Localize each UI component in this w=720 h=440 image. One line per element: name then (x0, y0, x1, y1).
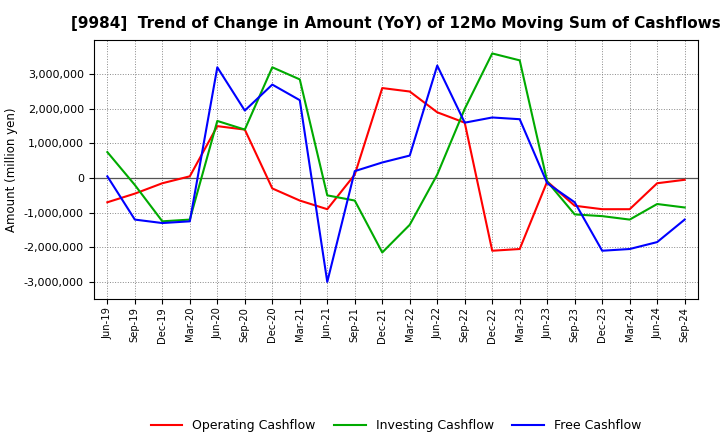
Free Cashflow (213, 65, 222, 70)
Investing Cashflow (378, 250, 387, 255)
Free Cashflow (460, 120, 469, 125)
Operating Cashflow (240, 127, 249, 132)
Free Cashflow (295, 98, 304, 103)
Free Cashflow (378, 160, 387, 165)
Line: Operating Cashflow: Operating Cashflow (107, 88, 685, 251)
Free Cashflow (130, 217, 139, 222)
Free Cashflow (433, 63, 441, 68)
Operating Cashflow (158, 180, 166, 186)
Investing Cashflow (103, 150, 112, 155)
Investing Cashflow (405, 222, 414, 227)
Investing Cashflow (516, 58, 524, 63)
Line: Free Cashflow: Free Cashflow (107, 66, 685, 282)
Free Cashflow (351, 169, 359, 174)
Operating Cashflow (295, 198, 304, 203)
Free Cashflow (680, 217, 689, 222)
Operating Cashflow (351, 172, 359, 177)
Free Cashflow (268, 82, 276, 87)
Y-axis label: Amount (million yen): Amount (million yen) (5, 107, 18, 231)
Operating Cashflow (186, 174, 194, 179)
Free Cashflow (405, 153, 414, 158)
Free Cashflow (543, 180, 552, 186)
Operating Cashflow (405, 89, 414, 94)
Investing Cashflow (323, 193, 332, 198)
Operating Cashflow (488, 248, 497, 253)
Investing Cashflow (295, 77, 304, 82)
Operating Cashflow (516, 246, 524, 252)
Free Cashflow (158, 220, 166, 226)
Operating Cashflow (598, 206, 606, 212)
Operating Cashflow (570, 203, 579, 209)
Investing Cashflow (433, 172, 441, 177)
Operating Cashflow (680, 177, 689, 183)
Legend: Operating Cashflow, Investing Cashflow, Free Cashflow: Operating Cashflow, Investing Cashflow, … (146, 414, 646, 437)
Investing Cashflow (570, 212, 579, 217)
Free Cashflow (103, 174, 112, 179)
Operating Cashflow (323, 206, 332, 212)
Operating Cashflow (268, 186, 276, 191)
Operating Cashflow (103, 200, 112, 205)
Operating Cashflow (433, 110, 441, 115)
Investing Cashflow (213, 118, 222, 124)
Investing Cashflow (543, 179, 552, 184)
Investing Cashflow (268, 65, 276, 70)
Investing Cashflow (488, 51, 497, 56)
Operating Cashflow (653, 180, 662, 186)
Investing Cashflow (680, 205, 689, 210)
Free Cashflow (516, 117, 524, 122)
Investing Cashflow (158, 219, 166, 224)
Title: [9984]  Trend of Change in Amount (YoY) of 12Mo Moving Sum of Cashflows: [9984] Trend of Change in Amount (YoY) o… (71, 16, 720, 32)
Operating Cashflow (543, 179, 552, 184)
Line: Investing Cashflow: Investing Cashflow (107, 53, 685, 253)
Investing Cashflow (130, 182, 139, 187)
Investing Cashflow (598, 213, 606, 219)
Investing Cashflow (626, 217, 634, 222)
Operating Cashflow (213, 124, 222, 129)
Free Cashflow (186, 219, 194, 224)
Free Cashflow (323, 279, 332, 285)
Investing Cashflow (186, 217, 194, 222)
Free Cashflow (570, 200, 579, 205)
Operating Cashflow (460, 120, 469, 125)
Free Cashflow (653, 239, 662, 245)
Free Cashflow (598, 248, 606, 253)
Investing Cashflow (240, 127, 249, 132)
Operating Cashflow (626, 206, 634, 212)
Operating Cashflow (130, 191, 139, 196)
Investing Cashflow (653, 202, 662, 207)
Investing Cashflow (460, 106, 469, 111)
Investing Cashflow (351, 198, 359, 203)
Operating Cashflow (378, 85, 387, 91)
Free Cashflow (240, 108, 249, 113)
Free Cashflow (626, 246, 634, 252)
Free Cashflow (488, 115, 497, 120)
